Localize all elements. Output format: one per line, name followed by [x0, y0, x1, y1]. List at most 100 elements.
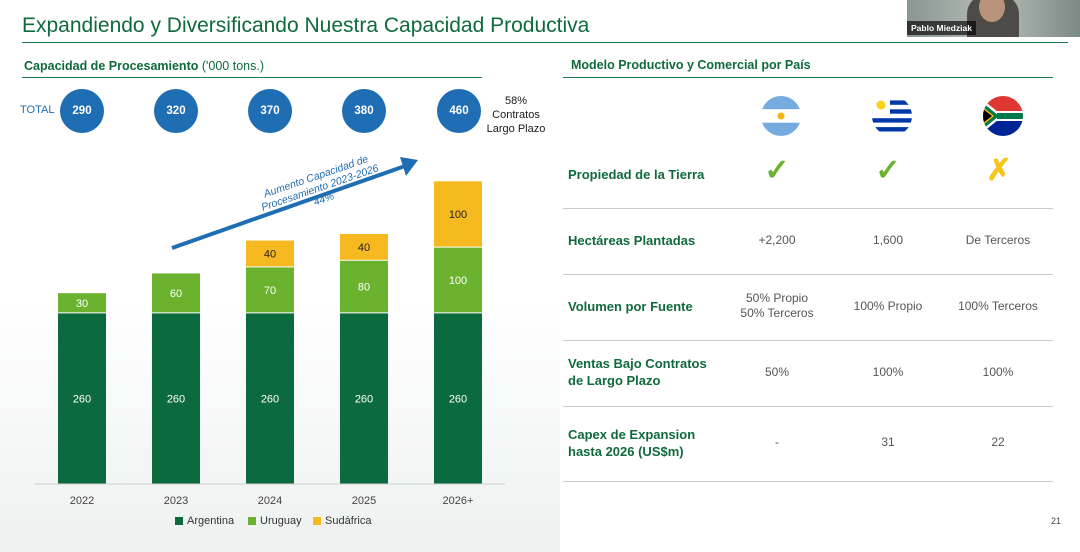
bar-label-uruguay-2022: 30	[76, 298, 88, 310]
legend-label-uruguay: Uruguay	[260, 515, 302, 527]
uruguay-flag-icon	[872, 96, 912, 136]
total-bubble-2023: 320	[154, 89, 198, 133]
bar-argentina-2026+	[434, 312, 482, 484]
bar-argentina-2024	[246, 312, 294, 484]
cell-capex-argentina: -	[775, 435, 779, 449]
contracts-note-line2: Contratos	[492, 109, 540, 121]
total-label: TOTAL	[20, 104, 55, 116]
row-label-long-term-sales-line1: Ventas Bajo Contratos	[568, 356, 707, 371]
bar-argentina-2022	[58, 312, 106, 484]
legend-uruguay: Uruguay	[248, 515, 302, 527]
model-section-title: Modelo Productivo y Comercial por País	[571, 58, 811, 72]
row-divider	[563, 208, 1053, 209]
check-icon-argentina: ✓	[764, 154, 790, 187]
bar-uruguay-2026+	[434, 247, 482, 313]
bar-uruguay-2025	[340, 260, 388, 313]
bar-label-argentina-2025: 260	[355, 393, 373, 405]
title-divider	[22, 42, 1068, 43]
contracts-note-line3: Largo Plazo	[486, 123, 546, 135]
page-number: 21	[1051, 516, 1062, 526]
cell-volume-argentina: 50% Propio 50% Terceros	[727, 291, 827, 321]
bar-uruguay-2024	[246, 266, 294, 313]
total-bubble-2025: 380	[342, 89, 386, 133]
legend-sudafrica: Sudáfrica	[313, 515, 371, 527]
contracts-note: 58% Contratos Largo Plazo	[482, 94, 550, 136]
capacity-section-divider	[22, 77, 482, 78]
model-section-divider	[563, 77, 1053, 78]
bar-sudafrica-2026+	[434, 181, 482, 248]
cell-hectares-uruguay: 1,600	[872, 233, 904, 247]
growth-arrow-line	[171, 164, 406, 250]
cell-sales-uruguay: 100%	[872, 365, 904, 379]
bar-label-uruguay-2026+: 100	[449, 275, 467, 287]
bar-label-argentina-2023: 260	[167, 393, 185, 405]
bar-label-uruguay-2024: 70	[264, 285, 276, 297]
x-tick-2024: 2024	[258, 495, 282, 507]
cross-icon-south-africa: ✗	[986, 154, 1012, 187]
capacity-section-title: Capacidad de Procesamiento ('000 tons.)	[24, 59, 264, 73]
bar-argentina-2025	[340, 312, 388, 484]
x-tick-2025: 2025	[352, 495, 376, 507]
total-bubble-2026: 460	[437, 89, 481, 133]
growth-arrowhead	[400, 157, 418, 176]
participant-face	[979, 0, 1005, 22]
cell-capex-uruguay: 31	[881, 435, 895, 449]
bar-uruguay-2022	[58, 293, 106, 313]
capacity-unit: ('000 tons.)	[201, 59, 264, 73]
total-bubble-2024: 370	[248, 89, 292, 133]
legend-swatch-uruguay	[248, 517, 256, 525]
bar-label-sudafrica-2025: 40	[358, 242, 370, 254]
bar-label-uruguay-2025: 80	[358, 282, 370, 294]
contracts-note-percent: 58%	[504, 95, 528, 107]
cell-volume-south-africa: 100% Terceros	[958, 299, 1038, 313]
capacity-title-text: Capacidad de Procesamiento	[24, 59, 199, 73]
bar-label-argentina-2024: 260	[261, 393, 279, 405]
cell-volume-argentina-line1: 50% Propio	[745, 291, 809, 305]
bar-label-uruguay-2023: 60	[170, 288, 182, 300]
row-label-capex: Capex de Expansion hasta 2026 (US$m)	[568, 426, 695, 460]
check-icon-uruguay: ✓	[875, 154, 901, 187]
bar-sudafrica-2025	[340, 233, 388, 261]
cell-hectares-argentina: +2,200	[758, 233, 796, 247]
row-label-volume-by-source: Volumen por Fuente	[568, 299, 693, 314]
row-label-land-ownership: Propiedad de la Tierra	[568, 167, 705, 182]
legend-swatch-sudafrica	[313, 517, 321, 525]
cell-hectares-south-africa: De Terceros	[965, 233, 1031, 247]
video-thumbnail[interactable]: Pablo Miedziak	[907, 0, 1080, 37]
cell-capex-south-africa: 22	[991, 435, 1005, 449]
row-divider	[563, 274, 1053, 275]
x-tick-labels: 2022 2023 2024 2025 2026+	[70, 495, 474, 507]
cell-volume-argentina-line2: 50% Terceros	[740, 306, 814, 320]
row-label-capex-line1: Capex de Expansion	[568, 427, 696, 442]
row-divider	[563, 481, 1053, 482]
cell-sales-south-africa: 100%	[982, 365, 1014, 379]
row-label-long-term-sales-line2: de Largo Plazo	[568, 373, 661, 388]
total-bubble-2022: 290	[60, 89, 104, 133]
x-tick-2022: 2022	[70, 495, 94, 507]
cell-sales-argentina: 50%	[764, 365, 790, 379]
legend-label-sudafrica: Sudáfrica	[325, 515, 372, 527]
bars-group: 260 30 260 60 260 70 40 260 80 40 260 100 100	[58, 181, 482, 484]
row-divider	[563, 340, 1053, 341]
x-tick-2023: 2023	[164, 495, 188, 507]
bar-label-argentina-2026+: 260	[449, 393, 467, 405]
row-label-capex-line2: hasta 2026 (US$m)	[568, 444, 684, 459]
cell-volume-uruguay: 100% Propio	[853, 299, 923, 313]
bar-sudafrica-2024	[246, 240, 294, 267]
bar-label-sudafrica-2024: 40	[264, 249, 276, 261]
bar-argentina-2023	[152, 312, 200, 484]
bar-label-sudafrica-2026+: 100	[449, 209, 467, 221]
south-africa-flag-icon	[983, 96, 1023, 136]
x-tick-2026+: 2026+	[443, 495, 474, 507]
page-title: Expandiendo y Diversificando Nuestra Cap…	[22, 14, 590, 37]
participant-name: Pablo Miedziak	[907, 21, 976, 35]
legend-argentina: Argentina	[175, 515, 234, 527]
legend-swatch-argentina	[175, 517, 183, 525]
row-divider	[563, 406, 1053, 407]
argentina-flag-icon	[761, 96, 801, 136]
bar-uruguay-2023	[152, 273, 200, 313]
legend-label-argentina: Argentina	[187, 515, 235, 527]
row-label-planted-hectares: Hectáreas Plantadas	[568, 233, 696, 248]
bar-label-argentina-2022: 260	[73, 393, 91, 405]
